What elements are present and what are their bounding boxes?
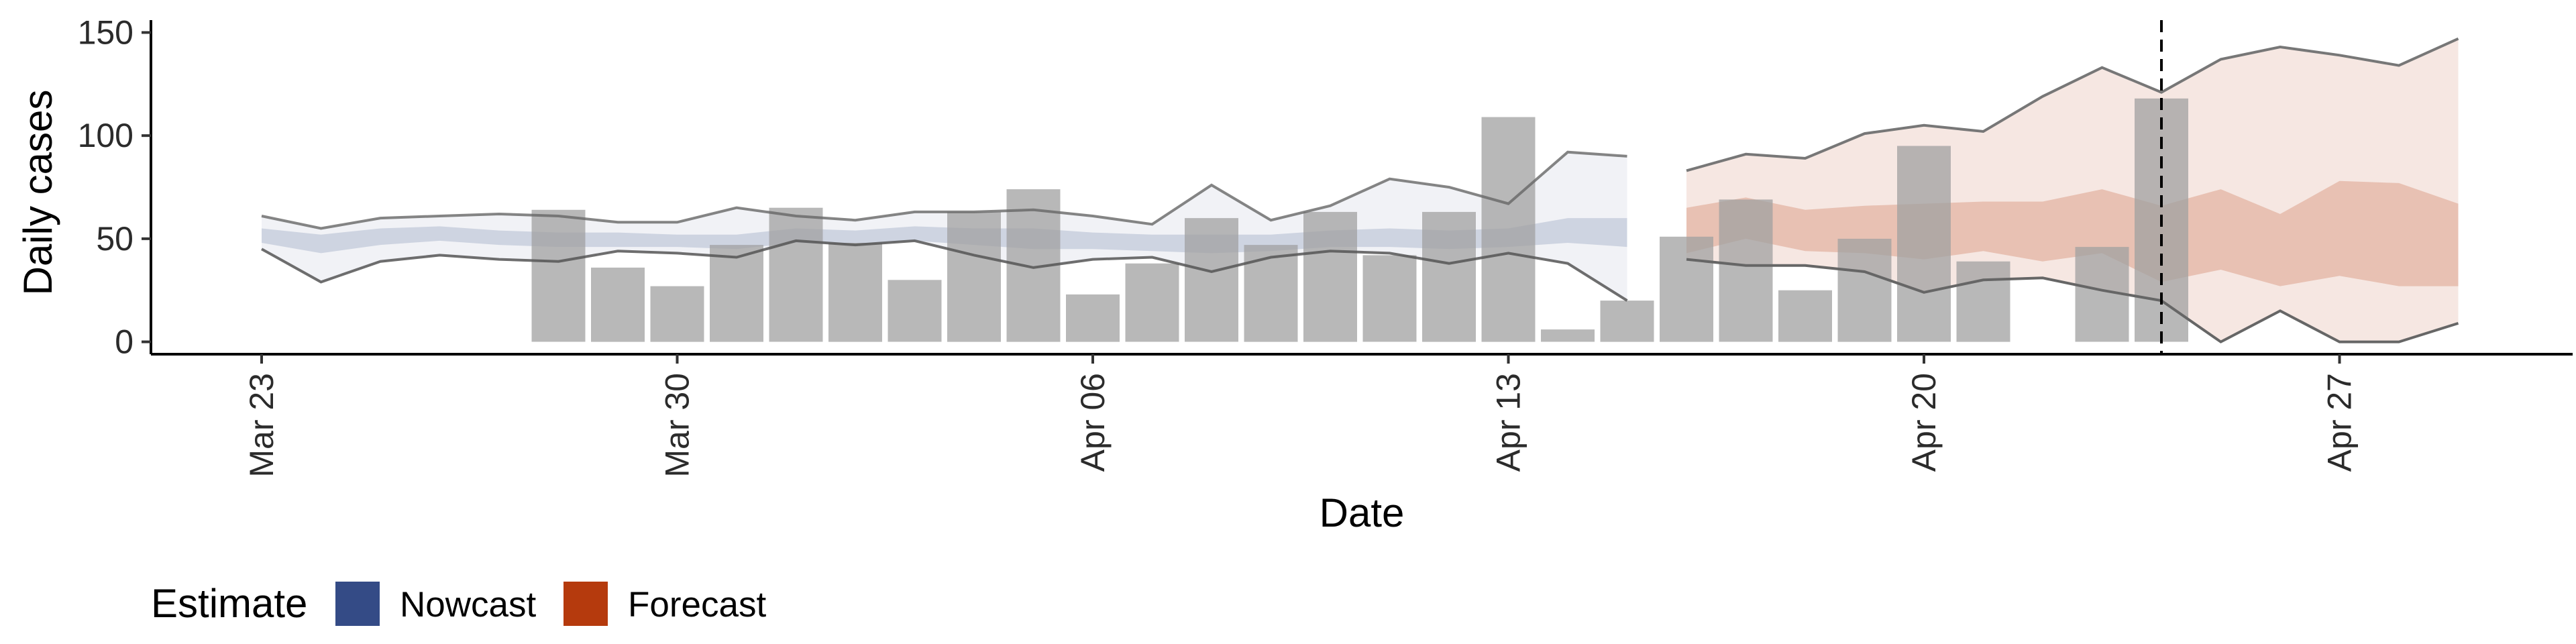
observed-bar-Apr 09: [1244, 245, 1298, 342]
legend-layer: Estimate Nowcast Forecast: [151, 581, 766, 626]
observed-bar-Apr 03: [888, 280, 942, 342]
observed-bar-Mar 28: [531, 209, 586, 342]
observed-bar-Mar 30: [650, 286, 704, 342]
x-tick-label-Mar-23: Mar 23: [243, 373, 280, 478]
observed-bar-Apr 06: [1066, 294, 1120, 342]
observed-bar-Apr 17: [1719, 199, 1773, 342]
observed-bar-Apr 16: [1660, 236, 1713, 342]
x-tick-label-Apr-13: Apr 13: [1490, 373, 1527, 472]
observed-bar-Apr 13: [1481, 117, 1536, 342]
y-tick-label-150: 150: [78, 13, 133, 51]
observed-bar-Apr 02: [828, 243, 882, 342]
legend-label-forecast: Forecast: [628, 585, 766, 625]
observed-bar-Apr 19: [1837, 238, 1892, 342]
x-tick-label-Apr-06: Apr 06: [1074, 373, 1112, 472]
observed-bar-Apr 20: [1897, 146, 1951, 342]
nowcast-outer-band: [262, 152, 1627, 301]
observed-bar-Apr 12: [1422, 211, 1476, 342]
observed-bar-Mar 29: [591, 267, 645, 342]
observed-bar-Apr 15: [1600, 301, 1654, 342]
observed-bar-Apr 10: [1303, 211, 1357, 342]
legend-key-nowcast: [335, 582, 380, 626]
observed-bar-Mar 31: [710, 245, 763, 342]
observed-bar-Apr 07: [1125, 263, 1179, 342]
observed-bar-Apr 11: [1362, 255, 1417, 342]
observed-bar-Apr 18: [1778, 290, 1832, 342]
x-tick-label-Apr-27: Apr 27: [2321, 373, 2359, 472]
y-tick-label-50: 50: [96, 220, 133, 258]
y-axis-title: Daily cases: [15, 90, 60, 296]
legend-title: Estimate: [151, 581, 307, 626]
x-tick-label-Apr-20: Apr 20: [1905, 373, 1943, 472]
observed-bar-Apr 14: [1541, 329, 1595, 342]
axes-layer: 0 50 100 150 Mar 23 Mar 30 Apr 06 Apr 13 Apr 20 A…: [15, 13, 2573, 535]
nowcast-upper-line: [261, 150, 1627, 230]
x-axis-title: Date: [1320, 490, 1405, 535]
legend-key-forecast: [564, 582, 608, 626]
observed-bar-Apr 08: [1185, 218, 1238, 342]
observed-bar-Apr 01: [769, 207, 823, 342]
nowcast-inner-band: [262, 218, 1627, 254]
bar-layer: [531, 98, 2188, 342]
forecast-inner-band: [1686, 180, 2459, 286]
observed-bar-Apr 21: [1956, 261, 2010, 342]
nowcast-lower-line: [261, 239, 1628, 302]
x-tick-label-Mar-30: Mar 30: [659, 373, 696, 478]
forecast-lower-line: [1686, 258, 2459, 343]
y-tick-label-100: 100: [78, 117, 133, 154]
observed-bar-Apr 04: [947, 211, 1001, 342]
line-layer: [261, 20, 2459, 354]
forecast-upper-line: [1686, 37, 2459, 172]
y-tick-label-0: 0: [115, 323, 133, 361]
legend-label-nowcast: Nowcast: [400, 585, 537, 625]
